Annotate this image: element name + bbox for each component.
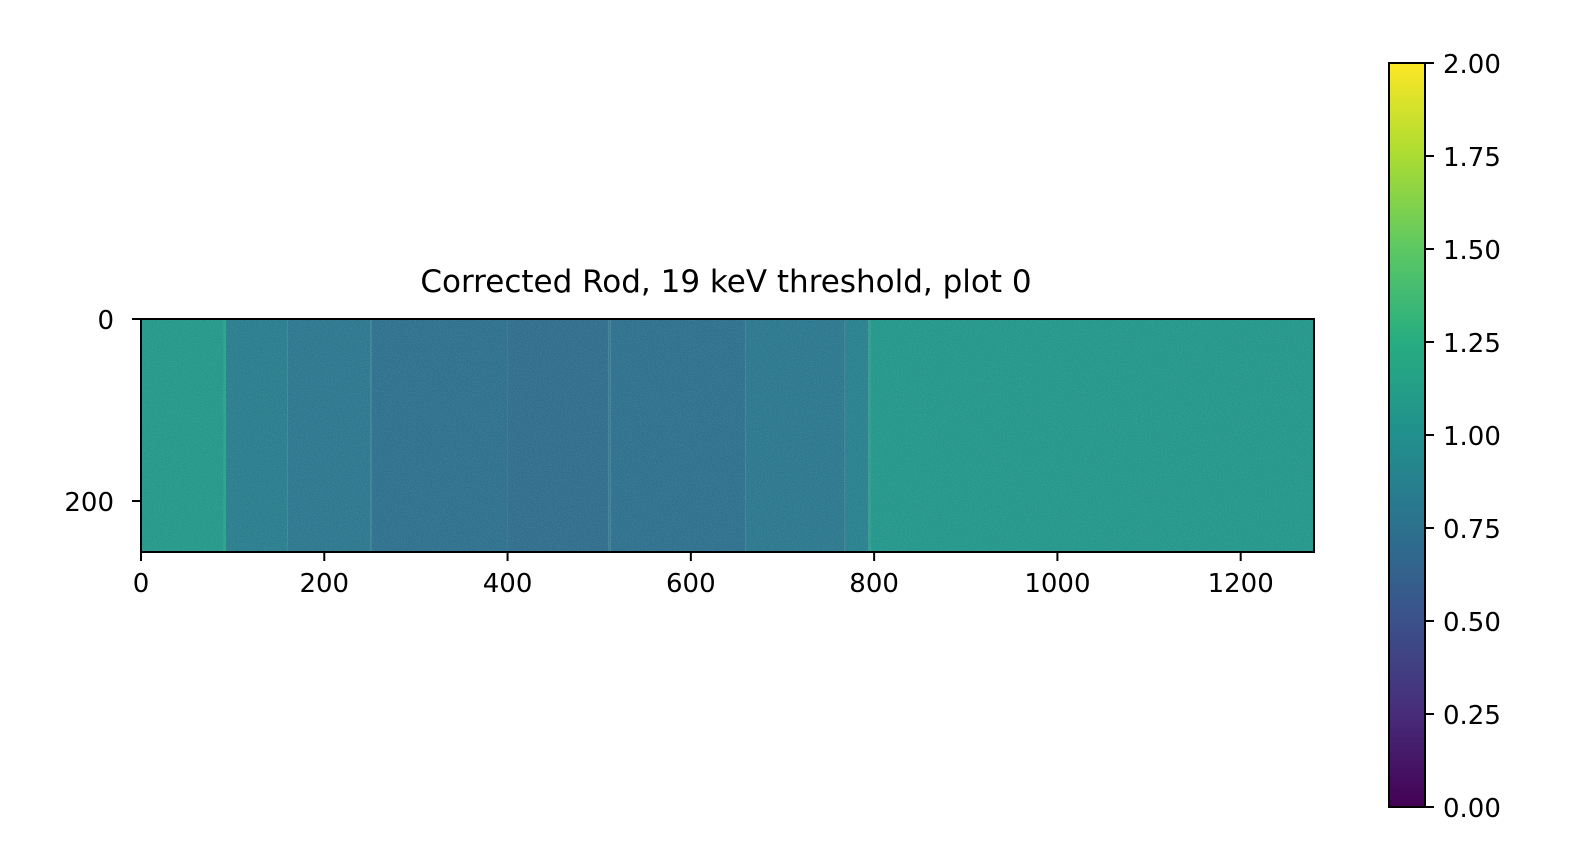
y-tick-label: 200 [64,488,114,518]
colorbar-tick-label: 1.00 [1443,422,1501,452]
x-tick-label: 0 [133,569,150,599]
x-tick-label: 400 [483,569,533,599]
colorbar [1388,62,1426,808]
colorbar-tick-label: 2.00 [1443,50,1501,80]
colorbar-tick-label: 0.50 [1443,608,1501,638]
colorbar-tick-label: 1.25 [1443,329,1501,359]
x-tick-label: 200 [299,569,349,599]
colorbar-axis: 0.00 0.25 0.50 0.75 1.00 1.25 1.50 1.75 2.00 [1425,50,1501,824]
colorbar-tick-label: 0.00 [1443,794,1501,824]
colorbar-tick-label: 1.75 [1443,143,1501,173]
chart-title: Corrected Rod, 19 keV threshold, plot 0 [420,264,1031,300]
y-tick-label: 0 [97,306,114,336]
x-tick-label: 800 [849,569,899,599]
plot-frame [140,318,1315,553]
x-tick-label: 1200 [1208,569,1274,599]
y-axis: 0 200 [64,306,141,518]
x-tick-label: 600 [666,569,716,599]
colorbar-tick-label: 0.75 [1443,515,1501,545]
heatmap-noise-texture [141,319,1314,552]
colorbar-tick-label: 1.50 [1443,236,1501,266]
x-tick-label: 1000 [1024,569,1090,599]
colorbar-tick-label: 0.25 [1443,701,1501,731]
x-axis: 0 200 400 600 800 1000 1200 [133,552,1274,599]
